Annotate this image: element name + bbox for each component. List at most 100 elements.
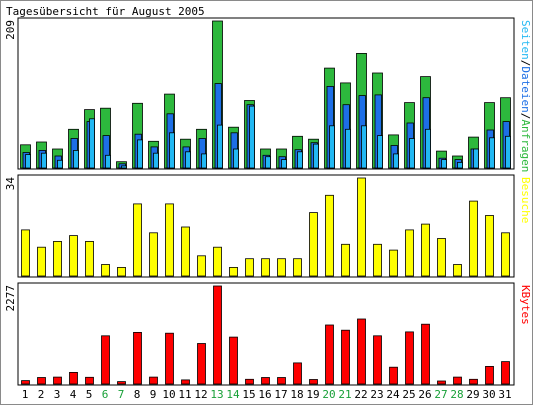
- bar-besuche: [181, 226, 190, 277]
- bar-seiten: [457, 161, 463, 169]
- bar-seiten: [265, 156, 271, 169]
- x-tick-label: 12: [194, 388, 207, 401]
- y-max-label: 2277: [4, 285, 17, 312]
- bar-kbytes: [293, 362, 302, 385]
- bar-seiten: [25, 154, 31, 169]
- bar-besuche: [277, 258, 286, 277]
- bar-besuche: [325, 194, 334, 277]
- bar-seiten: [281, 159, 287, 169]
- bar-kbytes: [421, 323, 430, 385]
- bar-besuche: [421, 223, 430, 277]
- bar-besuche: [453, 264, 462, 277]
- x-tick-label: 23: [370, 388, 383, 401]
- panel-2: 34 Besuche: [4, 174, 532, 278]
- x-tick-label: 13: [210, 388, 223, 401]
- x-tick-label: 28: [450, 388, 463, 401]
- panel-3: 2277 KBytes: [4, 282, 532, 386]
- bar-besuche: [373, 243, 382, 277]
- bar-kbytes: [261, 377, 270, 385]
- x-tick-label: 6: [102, 388, 109, 401]
- bar-seiten: [473, 148, 479, 169]
- bar-besuche: [309, 212, 318, 277]
- bar-besuche: [469, 200, 478, 277]
- x-tick-label: 18: [290, 388, 303, 401]
- panel-1: 209 Seiten/Dateien/Anfragen: [4, 17, 532, 172]
- bar-seiten: [169, 132, 175, 169]
- bar-kbytes: [341, 329, 350, 385]
- bar-besuche: [229, 266, 238, 277]
- x-tick-label: 30: [482, 388, 495, 401]
- bar-kbytes: [165, 332, 174, 385]
- bar-kbytes: [485, 365, 494, 385]
- x-tick-label: 17: [274, 388, 287, 401]
- bar-besuche: [389, 249, 398, 277]
- x-tick-label: 14: [226, 388, 240, 401]
- bar-seiten: [201, 153, 207, 169]
- bar-besuche: [85, 240, 94, 277]
- x-tick-label: 29: [466, 388, 479, 401]
- chart-title: Tagesübersicht für August 2005: [6, 5, 205, 18]
- bar-besuche: [149, 232, 158, 277]
- bar-kbytes: [69, 371, 78, 385]
- bar-besuche: [133, 203, 142, 277]
- bar-seiten: [313, 143, 319, 169]
- bar-besuche: [341, 243, 350, 277]
- bar-besuche: [405, 229, 414, 277]
- bar-seiten: [57, 159, 63, 169]
- x-tick-label: 4: [70, 388, 77, 401]
- legend-item-anfragen: Anfragen: [519, 119, 532, 172]
- x-tick-label: 27: [434, 388, 447, 401]
- x-tick-label: 8: [134, 388, 141, 401]
- bar-seiten: [121, 165, 127, 169]
- bar-kbytes: [133, 331, 142, 385]
- x-tick-label: 31: [498, 388, 511, 401]
- bar-besuche: [485, 215, 494, 277]
- x-tick-label: 7: [118, 388, 125, 401]
- bar-seiten: [377, 135, 383, 169]
- legend-item-seiten: Seiten: [519, 20, 532, 60]
- bar-besuche: [37, 246, 46, 277]
- bar-seiten: [137, 139, 143, 169]
- bar-seiten: [185, 151, 191, 169]
- bar-kbytes: [21, 380, 30, 385]
- bar-kbytes: [53, 376, 62, 385]
- legend: Besuche: [519, 177, 532, 223]
- bar-seiten: [41, 152, 47, 169]
- bar-seiten: [153, 152, 159, 169]
- bar-seiten: [345, 128, 351, 169]
- x-tick-label: 10: [162, 388, 175, 401]
- x-tick-label: 20: [322, 388, 335, 401]
- y-max-label: 34: [4, 177, 17, 191]
- bar-seiten: [409, 138, 415, 169]
- bar-kbytes: [373, 335, 382, 385]
- bar-kbytes: [213, 285, 222, 385]
- x-tick-label: 5: [86, 388, 93, 401]
- x-tick-label: 9: [150, 388, 157, 401]
- x-tick-label: 3: [54, 388, 61, 401]
- x-tick-label: 15: [242, 388, 255, 401]
- x-tick-label: 1: [22, 388, 29, 401]
- legend: Seiten/Dateien/Anfragen: [519, 20, 532, 172]
- bar-besuche: [197, 255, 206, 277]
- bar-seiten: [329, 125, 335, 169]
- legend-separator: /: [519, 113, 532, 120]
- panel-border: [17, 282, 515, 386]
- bar-besuche: [437, 238, 446, 277]
- bar-besuche: [357, 177, 366, 277]
- bar-seiten: [297, 151, 303, 169]
- bar-seiten: [489, 137, 495, 169]
- bar-kbytes: [197, 343, 206, 385]
- x-tick-label: 21: [338, 388, 351, 401]
- bar-seiten: [393, 153, 399, 169]
- bar-seiten: [425, 128, 431, 169]
- legend-item-kbytes: KBytes: [519, 285, 532, 325]
- bar-besuche: [501, 232, 510, 277]
- bar-seiten: [217, 124, 223, 169]
- x-tick-label: 24: [386, 388, 400, 401]
- bar-kbytes: [245, 378, 254, 385]
- bar-besuche: [101, 264, 110, 277]
- bar-kbytes: [309, 379, 318, 385]
- bar-seiten: [361, 125, 367, 169]
